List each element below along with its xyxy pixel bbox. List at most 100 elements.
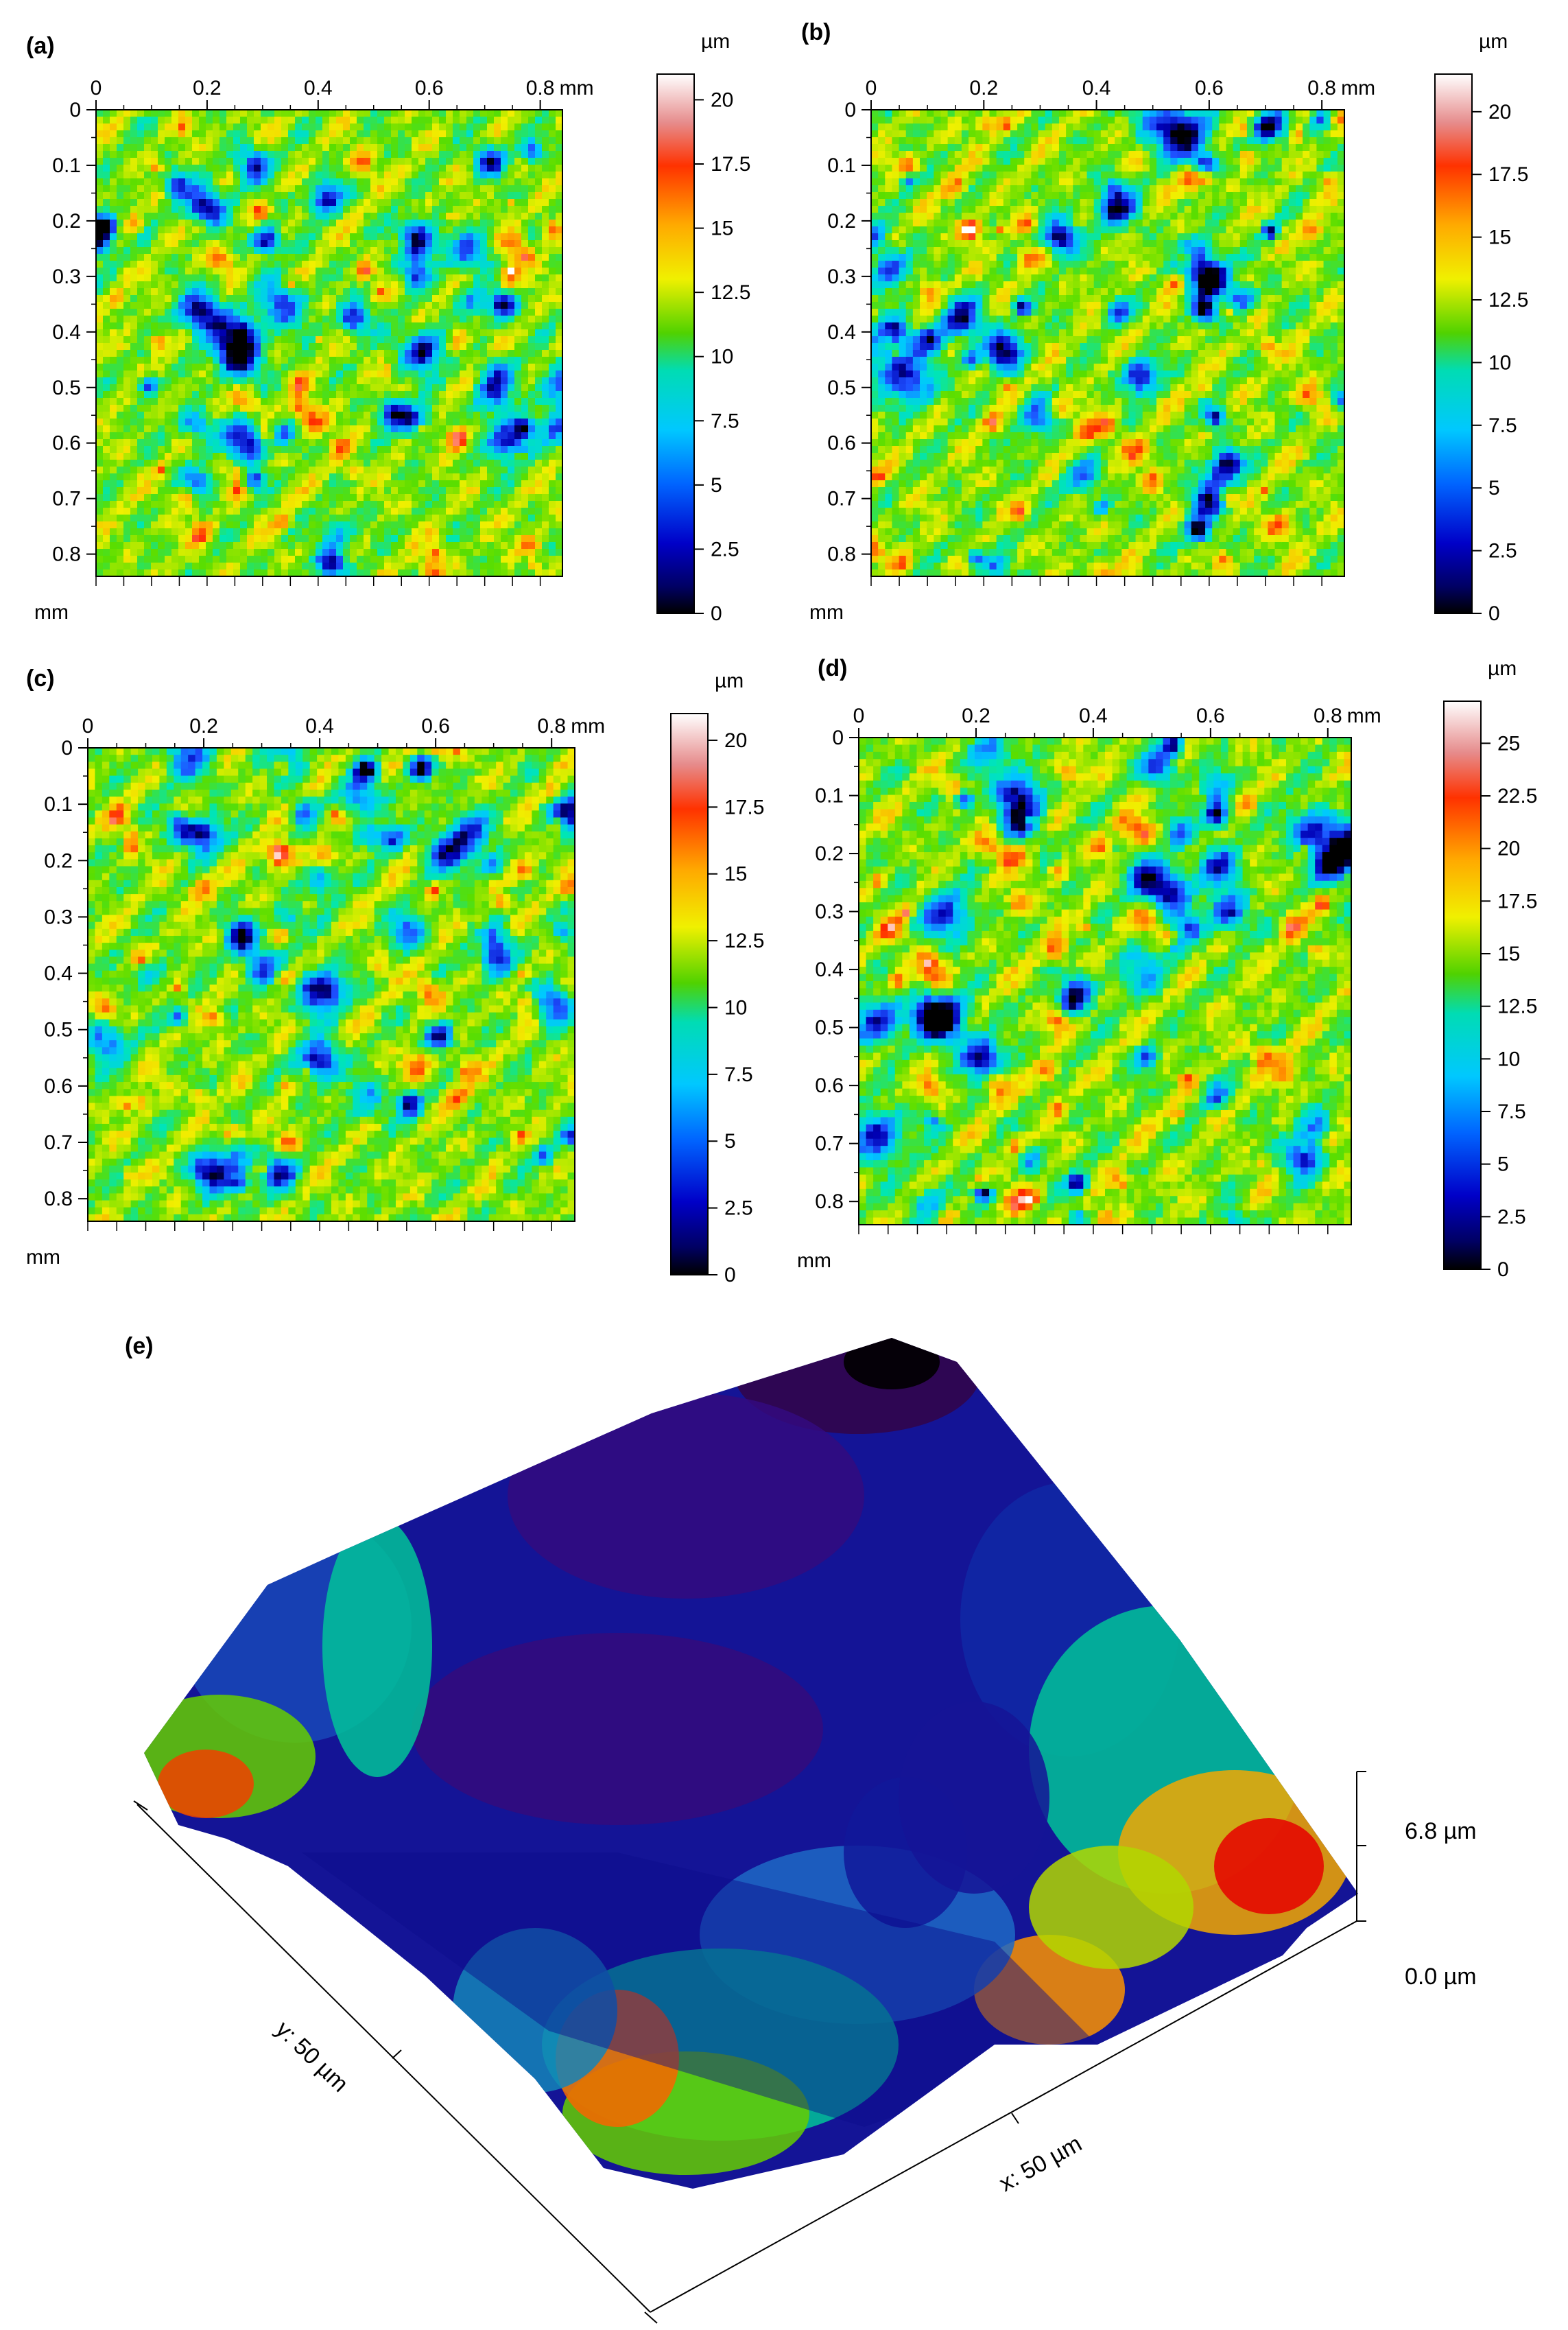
heatmap-cell — [288, 226, 296, 234]
heatmap-cell — [535, 117, 543, 124]
heatmap-cell — [480, 295, 488, 303]
heatmap-cell — [364, 542, 371, 550]
heatmap-cell — [151, 405, 158, 412]
heatmap-cell — [542, 240, 549, 248]
heatmap-cell — [336, 419, 344, 426]
heatmap-cell — [261, 137, 268, 145]
heatmap-cell — [123, 329, 131, 337]
heatmap-cell — [309, 268, 316, 275]
heatmap-cell — [501, 151, 508, 158]
heatmap-cell — [206, 556, 213, 563]
heatmap-cell — [103, 343, 110, 351]
heatmap-cell — [233, 220, 241, 227]
heatmap-cell — [329, 233, 337, 241]
heatmap-cell — [165, 199, 172, 207]
heatmap-cell — [871, 446, 879, 454]
heatmap-cell — [487, 254, 495, 261]
heatmap-cell — [117, 336, 124, 344]
heatmap-cell — [494, 309, 501, 316]
heatmap-cell — [316, 192, 323, 200]
heatmap-cell — [123, 158, 131, 165]
heatmap-cell — [199, 370, 206, 378]
heatmap-cell — [885, 549, 893, 556]
heatmap-cell — [521, 199, 529, 207]
heatmap-cell — [171, 569, 179, 577]
heatmap-cell — [425, 480, 433, 488]
heatmap-cell — [535, 213, 543, 220]
heatmap-cell — [542, 158, 549, 165]
heatmap-cell — [144, 556, 152, 563]
heatmap-cell — [261, 350, 268, 357]
heatmap-cell — [357, 515, 364, 522]
heatmap-cell — [418, 508, 426, 515]
heatmap-cell — [398, 281, 405, 289]
heatmap-cell — [213, 281, 220, 289]
heatmap-cell — [885, 199, 893, 207]
heatmap-cell — [878, 165, 886, 172]
heatmap-cell — [288, 350, 296, 357]
heatmap-cell — [528, 158, 536, 165]
heatmap-cell — [549, 370, 556, 378]
heatmap-cell — [343, 370, 351, 378]
heatmap-cell — [556, 281, 563, 289]
heatmap-cell — [535, 398, 543, 405]
heatmap-cell — [213, 549, 220, 556]
heatmap-cell — [117, 384, 124, 392]
heatmap-cell — [501, 364, 508, 371]
heatmap-cell — [508, 309, 515, 316]
heatmap-cell — [343, 151, 351, 158]
heatmap-cell — [384, 206, 392, 213]
heatmap-cell — [151, 480, 158, 488]
heatmap-cell — [364, 288, 371, 296]
heatmap-cell — [158, 336, 165, 344]
heatmap-cell — [549, 336, 556, 344]
heatmap-cell — [405, 521, 412, 529]
heatmap-cell — [418, 137, 426, 145]
heatmap-cell — [96, 542, 104, 550]
heatmap-cell — [178, 268, 186, 275]
heatmap-cell — [329, 357, 337, 364]
heatmap-cell — [343, 377, 351, 385]
heatmap-cell — [288, 192, 296, 200]
heatmap-cell — [226, 268, 234, 275]
heatmap-cell — [494, 302, 501, 309]
heatmap-cell — [405, 515, 412, 522]
heatmap-cell — [432, 350, 440, 357]
heatmap-cell — [418, 226, 426, 234]
heatmap-cell — [123, 240, 131, 248]
heatmap-cell — [405, 494, 412, 502]
heatmap-cell — [178, 329, 186, 337]
heatmap-cell — [391, 405, 399, 412]
heatmap-cell — [466, 453, 474, 460]
heatmap-cell — [316, 185, 323, 193]
heatmap-cell — [137, 151, 145, 158]
heatmap-cell — [418, 343, 426, 351]
heatmap-cell — [439, 377, 447, 385]
heatmap-cell — [391, 261, 399, 268]
heatmap-cell — [233, 110, 241, 117]
heatmap-cell — [309, 350, 316, 357]
heatmap-cell — [370, 521, 378, 529]
heatmap-cell — [405, 123, 412, 131]
heatmap-cell — [528, 542, 536, 550]
heatmap-cell — [494, 233, 501, 241]
heatmap-cell — [247, 487, 254, 495]
heatmap-cell — [165, 377, 172, 385]
heatmap-cell — [192, 528, 200, 536]
heatmap-cell — [137, 494, 145, 502]
heatmap-cell — [357, 370, 364, 378]
heatmap-cell — [398, 480, 405, 488]
heatmap-cell — [885, 419, 893, 426]
heatmap-cell — [542, 453, 549, 460]
heatmap-cell — [240, 569, 248, 577]
heatmap-cell — [178, 391, 186, 399]
heatmap-cell — [309, 384, 316, 392]
heatmap-cell — [384, 144, 392, 152]
heatmap-cell — [384, 220, 392, 227]
heatmap-cell — [151, 226, 158, 234]
heatmap-cell — [521, 288, 529, 296]
heatmap-cell — [274, 302, 282, 309]
heatmap-cell — [247, 412, 254, 419]
heatmap-cell — [206, 172, 213, 179]
heatmap-cell — [144, 508, 152, 515]
